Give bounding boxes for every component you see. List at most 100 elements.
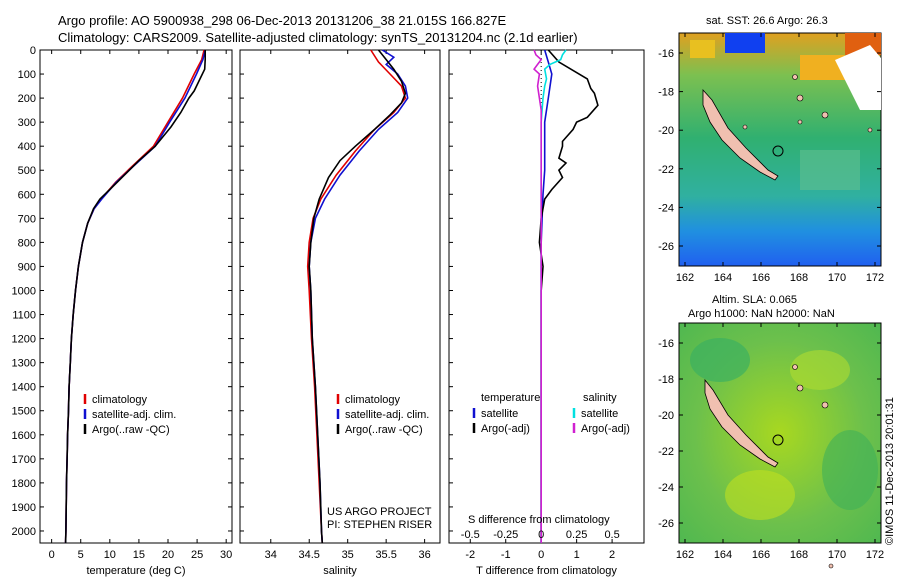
sst-patch [800,150,860,190]
x-tick-label: 30 [220,549,232,561]
map-x-tick-label: 172 [866,272,884,284]
y-tick-label: 1500 [12,406,36,418]
x-axis-label: salinity [323,565,357,577]
imos-timestamp: ©IMOS 11-Dec-2013 20:01:31 [884,397,896,545]
x-tick-label: 2 [609,549,615,561]
sla-low-patch [822,430,878,510]
map-x-tick-label: 168 [790,549,808,561]
map-y-tick-label: -24 [658,202,674,214]
sst-missing-data [835,45,881,110]
argo-location-marker [772,434,784,446]
legend-label: Argo(..raw -QC) [92,424,170,436]
legend-label: satellite-adj. clim. [92,409,176,421]
y-tick-label: 800 [18,237,36,249]
island-icon [792,364,798,370]
sla-high-patch [725,470,795,520]
x-axis-label: T difference from climatology [476,565,617,577]
map-x-tick-label: 168 [790,272,808,284]
map-x-tick-label: 170 [828,272,846,284]
sst-map-title: sat. SST: 26.6 Argo: 26.3 [706,15,828,27]
island-icon [742,124,748,130]
y-tick-label: 1100 [12,310,36,322]
map-y-tick-label: -26 [658,241,674,253]
x-tick-label: 5 [78,549,84,561]
sla-map-title-2: Argo h1000: NaN h2000: NaN [688,308,835,320]
x-tick-label: -2 [465,549,475,561]
s-tick-label: 0.25 [566,529,587,541]
x-tick-label: -1 [501,549,511,561]
new-caledonia-island [704,378,779,468]
map-x-tick-label: 164 [714,549,732,561]
x-tick-label: 15 [133,549,145,561]
figure-title-line-2: Climatology: CARS2009. Satellite-adjuste… [58,30,578,45]
s-tick-label: 0.5 [604,529,619,541]
x-tick-label: 1 [574,549,580,561]
island-icon [797,119,803,125]
y-tick-label: 2000 [12,526,36,538]
island-icon [867,127,873,133]
difference-panel [448,49,645,544]
pi-label: PI: STEPHEN RISER [327,519,432,531]
legend-label: satellite-adj. clim. [345,409,429,421]
map-y-tick-label: -16 [658,338,674,350]
salinity-panel [239,49,441,544]
island-icon [796,384,804,392]
map-y-tick-label: -26 [658,518,674,530]
legend-title: salinity [583,392,617,404]
map-x-tick-label: 162 [676,272,694,284]
series-line-argo-raw-qc [308,49,407,544]
island-icon [821,111,829,119]
y-tick-label: 100 [18,69,36,81]
y-tick-label: 1900 [12,502,36,514]
x-axis-label: temperature (deg C) [86,565,185,577]
new-caledonia-island [702,88,779,181]
island-icon [828,563,834,569]
sst-cool-patch [725,33,765,53]
x-tick-label: 0 [49,549,55,561]
series-line-s-argo-adj [533,49,543,543]
sst-warm-patch [690,40,715,58]
temperature-panel [39,49,233,544]
y-tick-label: 1000 [12,285,36,297]
y-tick-label: 1600 [12,430,36,442]
map-y-tick-label: -16 [658,48,674,60]
y-tick-label: 200 [18,93,36,105]
y-tick-label: 1200 [12,334,36,346]
s-difference-label: S difference from climatology [468,514,610,526]
map-y-tick-label: -22 [658,164,674,176]
map-y-tick-label: -18 [658,374,674,386]
map-x-tick-label: 162 [676,549,694,561]
x-tick-label: 25 [191,549,203,561]
map-y-tick-label: -18 [658,87,674,99]
y-tick-label: 400 [18,141,36,153]
x-tick-label: 35 [342,549,354,561]
map-x-tick-label: 170 [828,549,846,561]
sla-low-patch [690,338,750,382]
legend-label: climatology [345,394,401,406]
y-tick-label: 300 [18,117,36,129]
s-tick-label: 0 [538,529,544,541]
map-y-tick-label: -20 [658,125,674,137]
y-tick-label: 600 [18,189,36,201]
sla-map-title-1: Altim. SLA: 0.065 [712,294,797,306]
sla-map [678,322,882,569]
y-tick-label: 1700 [12,454,36,466]
legend-label: Argo(-adj) [481,423,530,435]
map-y-tick-label: -22 [658,446,674,458]
x-tick-label: 35.5 [375,549,396,561]
sla-high-patch [790,350,850,390]
map-x-tick-label: 164 [714,272,732,284]
figure-title-line-1: Argo profile: AO 5900938_298 06-Dec-2013… [58,13,507,28]
series-line-t-argo-adj [538,49,599,543]
map-y-tick-label: -20 [658,410,674,422]
map-y-tick-label: -24 [658,482,674,494]
y-tick-label: 1800 [12,478,36,490]
series-line-argo-raw-qc [64,50,206,544]
island-icon [821,401,829,409]
x-tick-label: 34 [265,549,277,561]
island-icon [796,94,804,102]
argo-location-marker [772,145,784,157]
s-tick-label: -0.25 [493,529,518,541]
y-tick-label: 700 [18,213,36,225]
